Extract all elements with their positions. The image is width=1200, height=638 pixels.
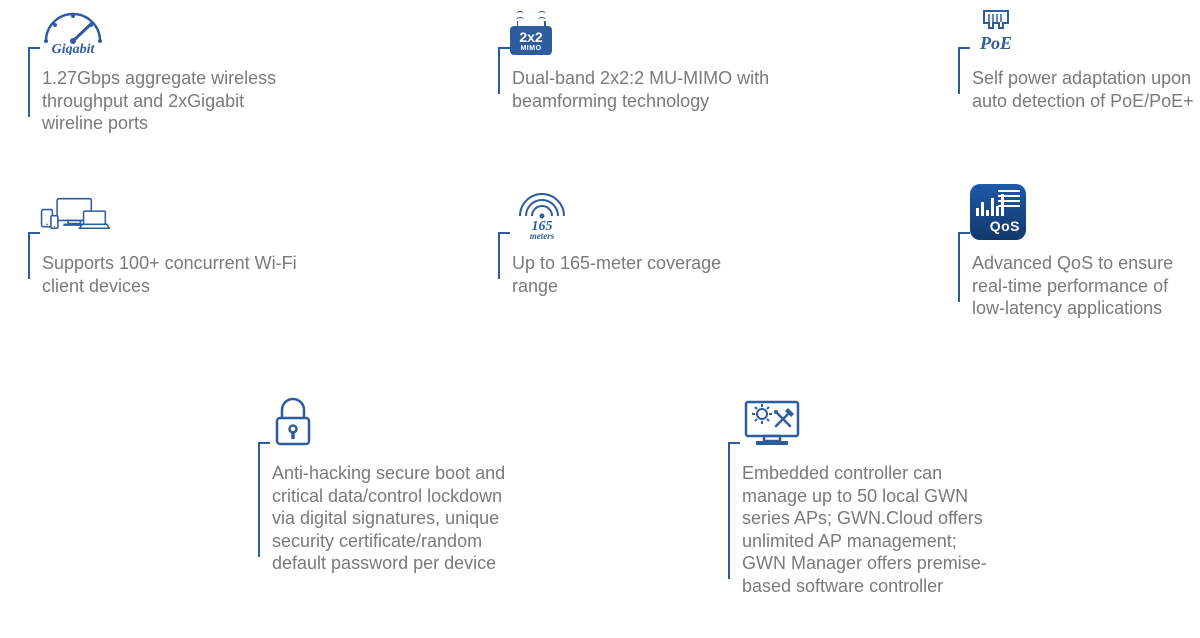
poe-icon: PoE: [970, 5, 1040, 55]
feature-desc: Dual-band 2x2:2 MU-MIMO with beamforming…: [512, 65, 770, 112]
range-icon: 165 meters: [510, 190, 580, 240]
feature-desc: Embedded controller can manage up to 50 …: [742, 460, 1000, 597]
feature-desc: 1.27Gbps aggregate wireless throughput a…: [42, 65, 300, 135]
feature-desc: Up to 165-meter coverage range: [512, 250, 770, 297]
mimo-icon: ⌢⌢⌢⌢ 2x2 MIMO: [510, 5, 580, 55]
gigabit-icon-label: Gigabit: [52, 42, 96, 55]
mimo-badge-bottom: MIMO: [510, 45, 552, 52]
feature-qos: QoS Advanced QoS to ensure real-time per…: [970, 190, 1200, 320]
feature-desc: Advanced QoS to ensure real-time perform…: [972, 250, 1200, 320]
feature-desc: Supports 100+ concurrent Wi-Fi client de…: [42, 250, 300, 297]
feature-poe: PoE Self power adaptation upon auto dete…: [970, 5, 1200, 112]
feature-controller: Embedded controller can manage up to 50 …: [740, 400, 1000, 597]
poe-icon-label: PoE: [979, 33, 1012, 53]
feature-desc: Anti-hacking secure boot and critical da…: [272, 460, 530, 575]
mimo-badge-top: 2x2: [510, 30, 552, 44]
devices-icon: [40, 190, 110, 240]
lock-icon: [270, 400, 340, 450]
feature-desc: Self power adaptation upon auto detectio…: [972, 65, 1200, 112]
feature-gigabit: Gigabit 1.27Gbps aggregate wireless thro…: [40, 5, 300, 135]
feature-security: Anti-hacking secure boot and critical da…: [270, 400, 530, 575]
feature-mimo: ⌢⌢⌢⌢ 2x2 MIMO Dual-band 2x2:2 MU-MIMO wi…: [510, 5, 770, 112]
qos-icon: QoS: [970, 190, 1040, 240]
feature-range: 165 meters Up to 165-meter coverage rang…: [510, 190, 770, 297]
qos-icon-label: QoS: [976, 218, 1020, 234]
range-icon-bottom: meters: [530, 231, 555, 240]
controller-icon: [740, 400, 810, 450]
feature-clients: Supports 100+ concurrent Wi-Fi client de…: [40, 190, 300, 297]
gigabit-icon: Gigabit: [40, 5, 110, 55]
